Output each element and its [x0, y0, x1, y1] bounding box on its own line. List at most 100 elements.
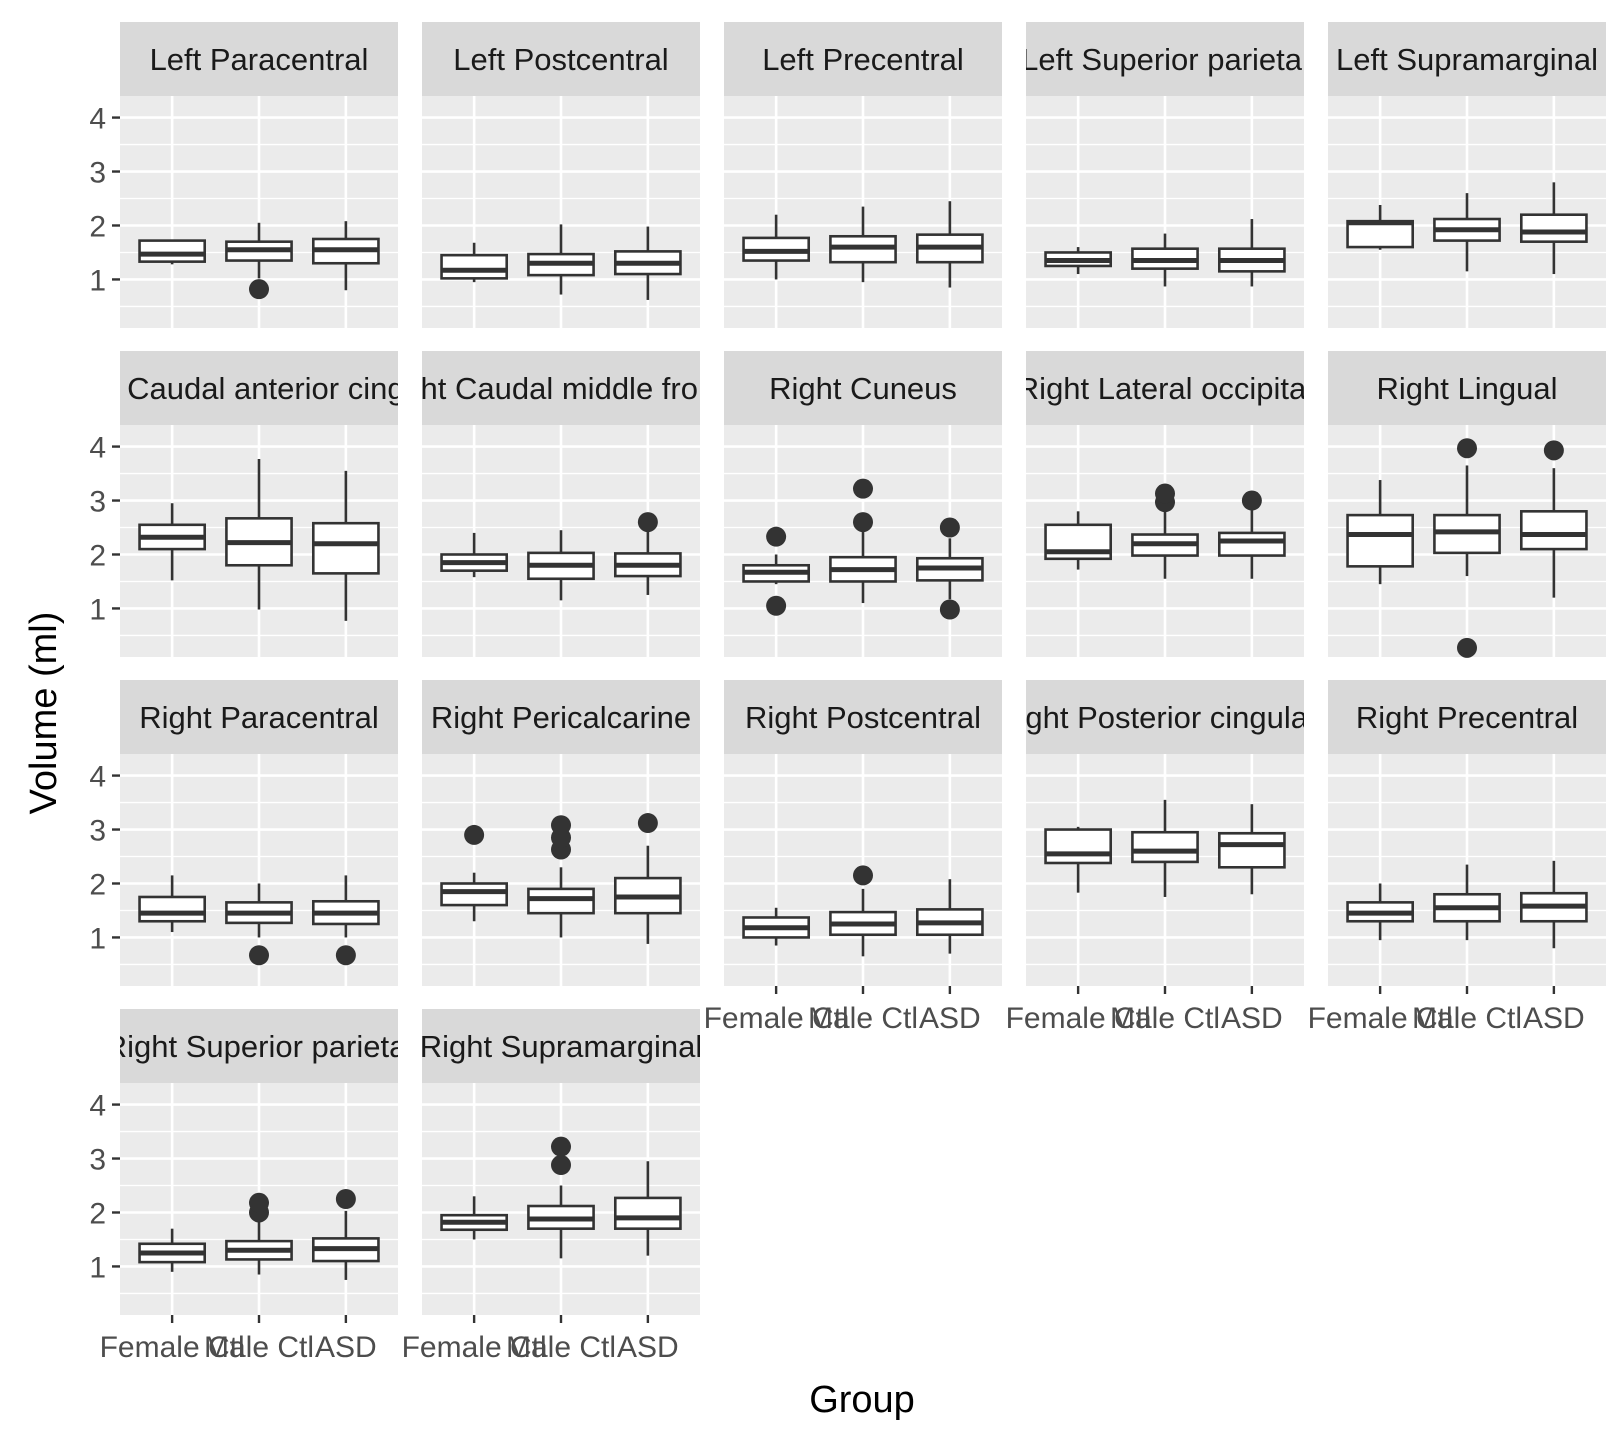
x-tick-label: Male Ctl — [506, 1331, 616, 1364]
boxplot-box — [613, 512, 682, 595]
boxplot-box — [138, 875, 207, 933]
y-tick-label: 1 — [89, 922, 106, 955]
facet-strip — [120, 22, 398, 96]
facet-strip-label: Right Caudal middle frontal — [374, 371, 748, 406]
box-iqr — [440, 882, 509, 907]
boxplot-box — [527, 224, 595, 295]
x-tick-label: ASD — [1221, 1002, 1283, 1035]
outlier-point — [766, 526, 787, 547]
boxplot-box — [742, 526, 811, 616]
outlier-point — [853, 865, 873, 886]
box-iqr — [311, 521, 380, 575]
x-tick-label: Male Ctl — [204, 1331, 314, 1364]
x-axis-title: Group — [809, 1379, 915, 1421]
boxplot-box — [440, 1196, 509, 1240]
outlier-point — [1457, 637, 1477, 658]
x-tick-label: Male Ctl — [1412, 1002, 1522, 1035]
outlier-point — [464, 824, 485, 845]
facet-strip — [422, 680, 700, 754]
facet-panel: Left Paracentral 1 2 3 4 — [89, 22, 398, 328]
x-tick-label: ASD — [1523, 1002, 1585, 1035]
y-tick-label: 2 — [89, 868, 106, 901]
boxplot-box — [613, 1161, 682, 1256]
outlier-point — [939, 599, 960, 620]
facet-panel: Left Supramarginal — [1328, 22, 1606, 328]
outlier-point — [637, 813, 658, 834]
boxplot-box — [311, 221, 380, 291]
x-tick-label: ASD — [919, 1002, 981, 1035]
facet-strip-label: Left Superior parietal — [1021, 42, 1309, 77]
boxplot-box — [311, 875, 380, 966]
boxplot-box — [613, 226, 682, 300]
outlier-point — [551, 1155, 571, 1176]
boxplot-box — [613, 813, 682, 944]
box-iqr — [1519, 213, 1588, 243]
facet-panel: Right Lateral occipital — [1017, 351, 1313, 657]
facet-strip-label: Right Cuneus — [769, 371, 957, 406]
y-tick-label: 2 — [89, 1197, 106, 1230]
boxplot-box — [1519, 440, 1588, 598]
facet-strip-label: Right Posterior cingulate — [996, 700, 1334, 735]
x-tick-label: Female Ctl — [100, 1331, 245, 1364]
boxplot-box — [225, 1192, 293, 1275]
x-tick-label: Female Ctl — [1006, 1002, 1151, 1035]
box-iqr — [1519, 510, 1588, 551]
x-tick-label: Male Ctl — [808, 1002, 918, 1035]
box-iqr — [440, 253, 509, 280]
boxplot-box — [1131, 799, 1199, 897]
facet-strip-label: Left Paracentral — [150, 42, 369, 77]
facet-strip — [422, 1009, 700, 1083]
x-tick-label: ASD — [617, 1331, 679, 1364]
boxplot-box — [1346, 480, 1415, 585]
boxplot-box — [440, 532, 509, 578]
outlier-point — [551, 1136, 571, 1157]
facet-strip-label: Right Postcentral — [745, 700, 981, 735]
boxplot-box — [1346, 204, 1415, 250]
outlier-point — [766, 595, 787, 616]
facet-strip-label: Left Postcentral — [453, 42, 668, 77]
facet-strip-label: Right Caudal anterior cingulate — [46, 371, 472, 406]
boxplot-box — [1217, 804, 1286, 895]
y-tick-label: 4 — [89, 761, 106, 794]
x-tick-label: Female Ctl — [704, 1002, 849, 1035]
y-tick-label: 3 — [89, 157, 106, 190]
y-axis-title: Volume (ml) — [23, 612, 65, 815]
facet-strip — [1328, 680, 1606, 754]
boxplot-box — [440, 824, 509, 922]
facet-panel: Right Lingual — [1328, 351, 1606, 658]
y-tick-label: 3 — [89, 1144, 106, 1177]
outlier-point — [335, 945, 356, 966]
outlier-point — [249, 945, 269, 966]
boxplot-box — [742, 214, 811, 280]
boxplot-box — [1433, 193, 1501, 272]
boxplot-box — [138, 239, 207, 265]
box-iqr — [1131, 830, 1199, 864]
box-iqr — [1217, 531, 1286, 557]
outlier-point — [335, 1189, 356, 1209]
y-tick-label: 1 — [89, 1251, 106, 1284]
x-tick-label: ASD — [315, 1331, 377, 1364]
y-tick-label: 4 — [89, 1090, 106, 1123]
facet-panel: Left Postcentral — [422, 22, 700, 328]
facet-strip — [1026, 22, 1304, 96]
facet-strip — [422, 351, 700, 425]
boxplot-box — [1433, 438, 1501, 658]
box-iqr — [138, 895, 207, 923]
facet-strip — [724, 680, 1002, 754]
boxplot-box — [1433, 864, 1501, 941]
facet-strip-label: Right Lateral occipital — [1017, 371, 1313, 406]
facet-panel: Right Cuneus — [724, 351, 1002, 657]
y-tick-label: 4 — [89, 432, 106, 465]
facet-strip-label: Right Supramarginal — [420, 1029, 703, 1064]
outlier-point — [249, 1192, 269, 1213]
boxplot-box — [1519, 182, 1588, 275]
outlier-point — [853, 478, 873, 499]
facet-panels: Left Paracentral 1 2 3 4 Left Postcentral Left… — [46, 22, 1606, 1364]
y-tick-label: 3 — [89, 815, 106, 848]
outlier-point — [1241, 490, 1262, 511]
boxplot-box — [225, 222, 293, 300]
facet-panel: Right Superior parietal 1 2 3 4 Female CtlMal… — [89, 1009, 398, 1364]
